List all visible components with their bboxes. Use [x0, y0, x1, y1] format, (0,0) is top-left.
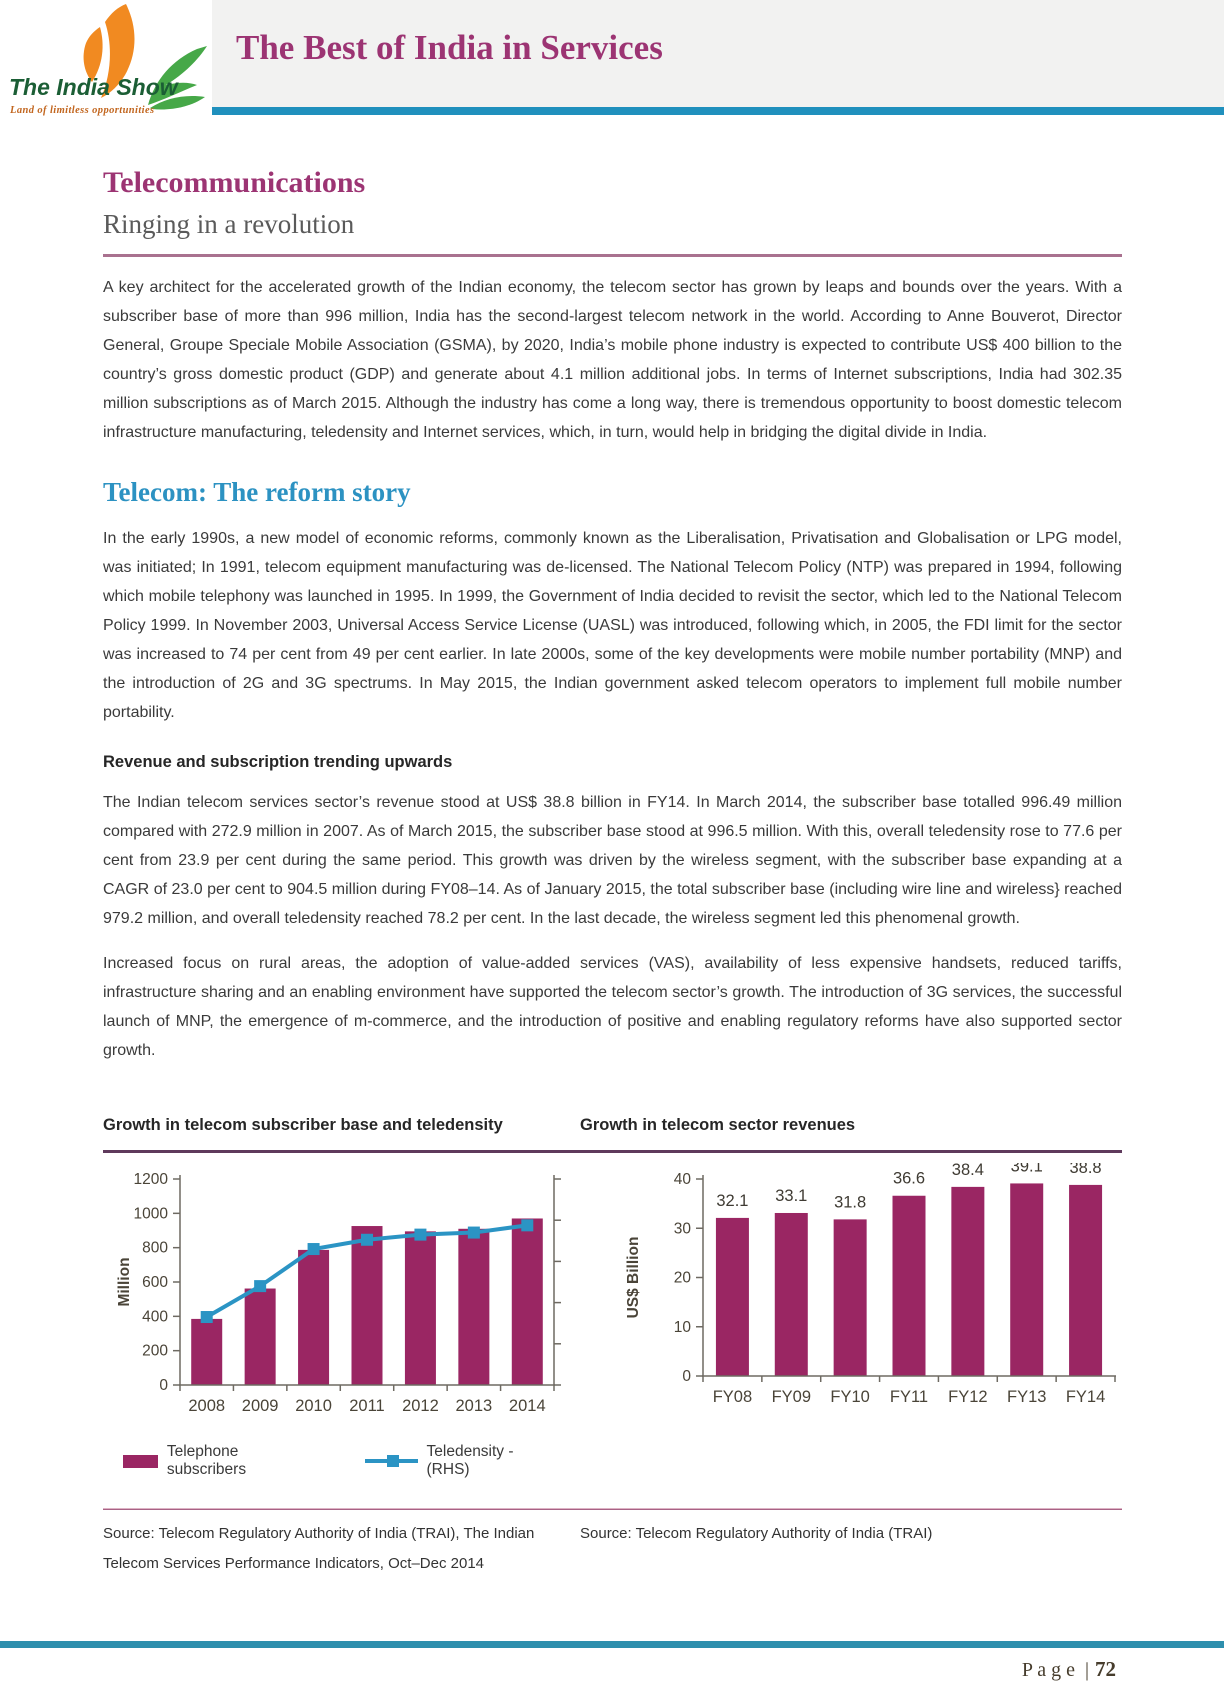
svg-text:0: 0 [682, 1368, 691, 1385]
svg-text:2012: 2012 [402, 1397, 439, 1415]
footer-rule [0, 1641, 1224, 1648]
revenue-heading: Revenue and subscription trending upward… [103, 753, 453, 771]
charts-section: Growth in telecom subscriber base and te… [103, 1116, 1122, 1591]
line-series-label: Teledensity - (RHS) [426, 1443, 514, 1478]
svg-text:400: 400 [142, 1308, 168, 1325]
subscriber-teledensity-chart: 0200400600800100012000204060801002008200… [116, 1171, 561, 1415]
sector-revenues-chart: 0 10 20 30 40 32.1 FY08 33.1 FY09 31.8 FY10 36.6 FY1… [625, 1163, 1116, 1406]
page-word: P a g e [1021, 1659, 1075, 1681]
svg-text:FY14: FY14 [1066, 1388, 1105, 1406]
svg-text:32.1: 32.1 [716, 1192, 748, 1210]
left-chart-title: Growth in telecom subscriber base and te… [103, 1116, 503, 1134]
svg-text:38.8: 38.8 [1070, 1163, 1102, 1177]
svg-text:39.1: 39.1 [1011, 1163, 1043, 1175]
header-band: The Best of India in Services [212, 0, 1224, 107]
revenue-paragraph: The Indian telecom services sector’s rev… [103, 794, 1122, 927]
svg-text:2014: 2014 [509, 1397, 546, 1415]
content-column: Telecommunications Ringing in a revoluti… [103, 166, 1122, 1572]
svg-text:1200: 1200 [134, 1171, 169, 1188]
legend-item-teledensity: Teledensity - (RHS) [364, 1443, 553, 1479]
section-subtitle: Ringing in a revolution [103, 209, 355, 239]
bar-series-swatch [123, 1454, 158, 1468]
svg-text:FY12: FY12 [948, 1388, 987, 1406]
svg-text:US$ Billion: US$ Billion [625, 1237, 642, 1319]
right-chart-source: Source: Telecom Regulatory Authority of … [580, 1525, 933, 1542]
svg-text:36.6: 36.6 [893, 1170, 925, 1188]
chart-top-divider [103, 1150, 1122, 1153]
logo-tagline: Land of limitless opportunities [9, 105, 155, 116]
svg-text:FY08: FY08 [713, 1388, 752, 1406]
logo-title: The India Show [9, 74, 180, 100]
charts-area: 0200400600800100012000204060801002008200… [103, 1163, 1122, 1508]
svg-text:30: 30 [674, 1220, 692, 1237]
svg-text:600: 600 [142, 1274, 168, 1291]
india-show-logo: The India Show Land of limitless opportu… [8, 2, 210, 120]
svg-text:800: 800 [142, 1240, 168, 1257]
intro-paragraph: A key architect for the accelerated grow… [103, 279, 1122, 441]
line-marker-icon [386, 1455, 399, 1467]
svg-text:2013: 2013 [455, 1397, 492, 1415]
growth-paragraph: Increased focus on rural areas, the adop… [103, 955, 1122, 1059]
legend-item-subscribers: Telephone subscribers [123, 1443, 313, 1479]
svg-text:FY11: FY11 [890, 1388, 928, 1406]
chart-titles-row: Growth in telecom subscriber base and te… [103, 1116, 1122, 1142]
svg-text:31.8: 31.8 [834, 1193, 866, 1211]
reform-section-title: Telecom: The reform story [103, 477, 411, 507]
svg-text:Million: Million [116, 1257, 133, 1306]
bar-series-label: Telephone subscribers [166, 1443, 247, 1478]
svg-text:1000: 1000 [134, 1205, 169, 1222]
svg-text:33.1: 33.1 [775, 1187, 807, 1205]
svg-text:200: 200 [142, 1343, 168, 1360]
report-title: The Best of India in Services [236, 28, 663, 67]
svg-text:2008: 2008 [188, 1397, 225, 1415]
line-series-swatch [364, 1455, 418, 1467]
sources-row: Source: Telecom Regulatory Authority of … [103, 1519, 1122, 1591]
svg-text:10: 10 [674, 1319, 692, 1336]
svg-text:FY13: FY13 [1007, 1388, 1046, 1406]
page-number: P a g e | 72 [1022, 1657, 1116, 1682]
chart-bottom-divider [103, 1508, 1122, 1510]
svg-text:FY10: FY10 [830, 1388, 869, 1406]
chart-legend: Telephone subscribers Teledensity - (RHS… [123, 1443, 553, 1479]
svg-text:2010: 2010 [295, 1397, 332, 1415]
svg-text:38.4: 38.4 [952, 1163, 984, 1179]
svg-text:40: 40 [674, 1171, 692, 1188]
section-title: Telecommunications [103, 166, 366, 199]
header-rule [212, 107, 1224, 115]
svg-text:FY09: FY09 [772, 1388, 811, 1406]
svg-text:20: 20 [674, 1270, 692, 1287]
reform-paragraph: In the early 1990s, a new model of econo… [103, 530, 1122, 721]
right-chart-title: Growth in telecom sector revenues [580, 1116, 856, 1134]
india-show-flame-icon: The India Show Land of limitless opportu… [9, 4, 207, 116]
left-chart-source: Source: Telecom Regulatory Authority of … [103, 1525, 535, 1572]
page-number-value: 72 [1095, 1657, 1116, 1681]
svg-text:2009: 2009 [242, 1397, 279, 1415]
svg-text:2011: 2011 [349, 1397, 384, 1415]
page-separator: | [1084, 1659, 1089, 1681]
subtitle-divider [103, 254, 1122, 257]
svg-text:0: 0 [159, 1377, 168, 1394]
